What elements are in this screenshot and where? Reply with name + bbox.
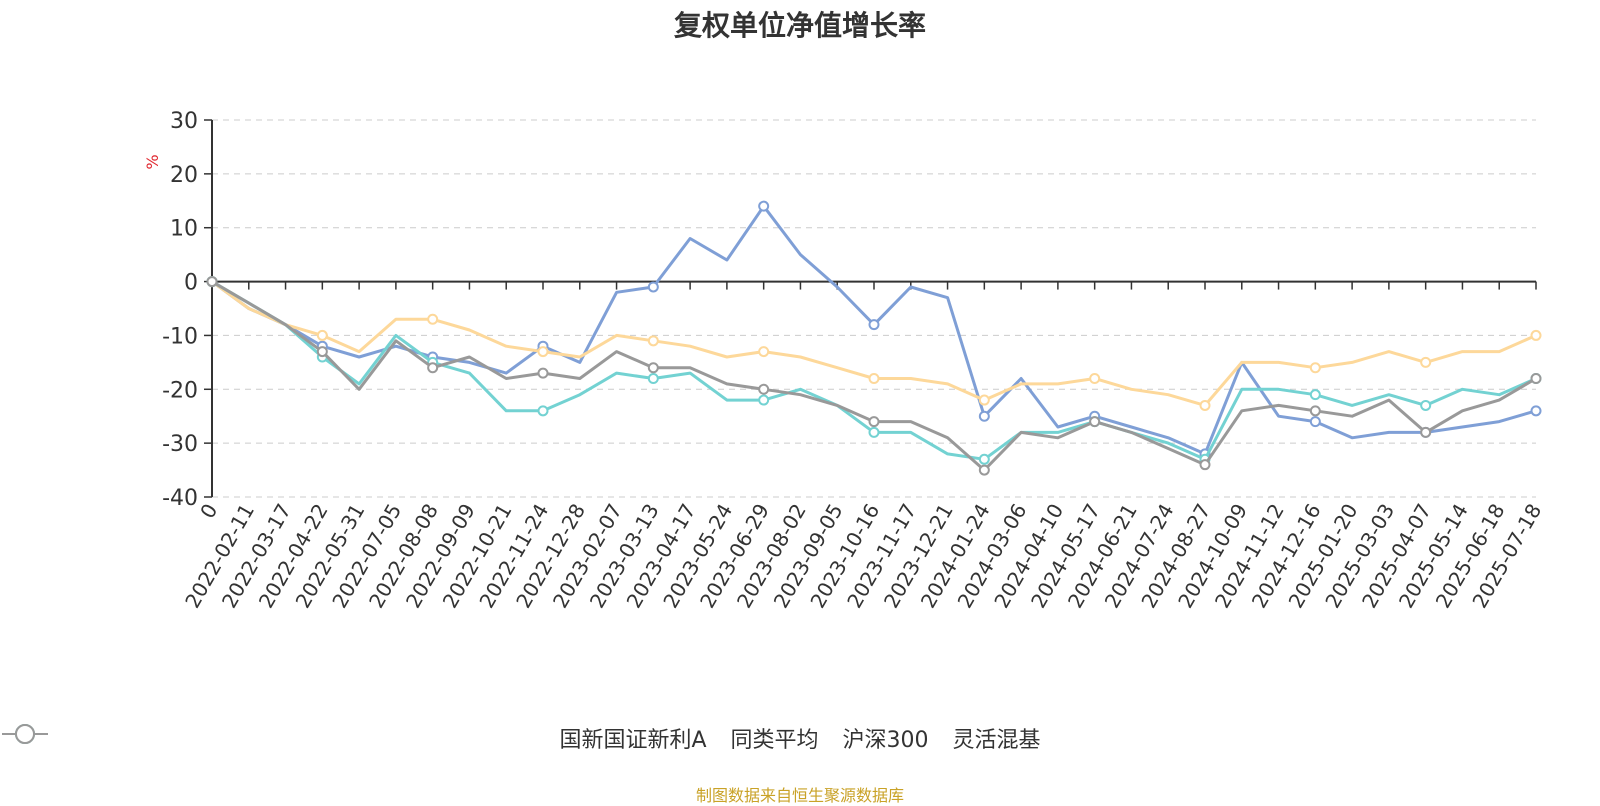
y-tick-label: 0 <box>184 271 198 296</box>
y-tick-label: 30 <box>170 109 198 134</box>
series-line-2 <box>211 280 1537 407</box>
series-4-point <box>427 362 439 374</box>
series-2-point <box>1089 373 1101 385</box>
series-1-point <box>868 319 880 331</box>
series-2-point <box>427 313 439 325</box>
series-3-point <box>1420 399 1432 411</box>
series-2-point <box>316 329 328 341</box>
y-tick-label: 10 <box>170 217 198 242</box>
y-tick-label: 20 <box>170 163 198 188</box>
legend: 国新国证新利A 同类平均 沪深300 灵活混基 <box>0 722 1600 754</box>
series-1-point <box>647 281 659 293</box>
series-3-point <box>978 453 990 465</box>
legend-item[interactable]: 灵活混基 <box>2 722 1041 754</box>
series-2-point <box>758 346 770 358</box>
series-4-point <box>1530 373 1542 385</box>
legend-symbol <box>2 724 48 744</box>
series-1-point <box>1530 405 1542 417</box>
series-4-point <box>537 367 549 379</box>
series-3-point <box>1309 389 1321 401</box>
series-1-point <box>758 200 770 212</box>
x-tick-label: 0 <box>195 500 222 523</box>
y-tick-label: -20 <box>162 378 198 403</box>
series-2-point <box>647 335 659 347</box>
series-4-point <box>1089 416 1101 428</box>
legend-label: 国新国证新利A <box>559 728 707 753</box>
series-2-point <box>1530 329 1542 341</box>
legend-item[interactable]: 沪深300 <box>2 722 929 754</box>
series-2-point <box>978 394 990 406</box>
y-tick-label: -30 <box>162 432 198 457</box>
series-2-point <box>537 346 549 358</box>
legend-label: 灵活混基 <box>952 728 1041 753</box>
series-4-point <box>206 276 218 288</box>
y-tick-label: -10 <box>162 324 198 349</box>
series-4-point <box>316 346 328 358</box>
series-2-point <box>1420 356 1432 368</box>
series-3-point <box>537 405 549 417</box>
series-4-point <box>647 362 659 374</box>
y-axis-label: % <box>143 154 162 169</box>
series-1-point <box>1309 416 1321 428</box>
series-4-point <box>758 383 770 395</box>
y-tick-label: -40 <box>162 486 198 511</box>
series-1-point <box>978 410 990 422</box>
legend-label: 沪深300 <box>842 728 929 753</box>
legend-item[interactable]: 同类平均 <box>2 722 819 754</box>
source-note: 制图数据来自恒生聚源数据库 <box>695 786 904 805</box>
series-4-point <box>1420 426 1432 438</box>
series-4-point <box>1199 459 1211 471</box>
series-3-point <box>758 394 770 406</box>
chart-title: 复权单位净值增长率 <box>673 9 926 42</box>
series-4-point <box>1309 405 1321 417</box>
legend-item[interactable]: 国新国证新利A <box>2 722 707 754</box>
series-3-point <box>868 426 880 438</box>
series-4-point <box>978 464 990 476</box>
series-2-point <box>1199 399 1211 411</box>
series-4-point <box>868 416 880 428</box>
series-2-point <box>1309 362 1321 374</box>
legend-label: 同类平均 <box>730 728 819 753</box>
series-3-point <box>647 373 659 385</box>
line-chart: 3020100-10-20-30-40%02022-02-112022-03-1… <box>143 109 1546 612</box>
series-2-point <box>868 373 880 385</box>
